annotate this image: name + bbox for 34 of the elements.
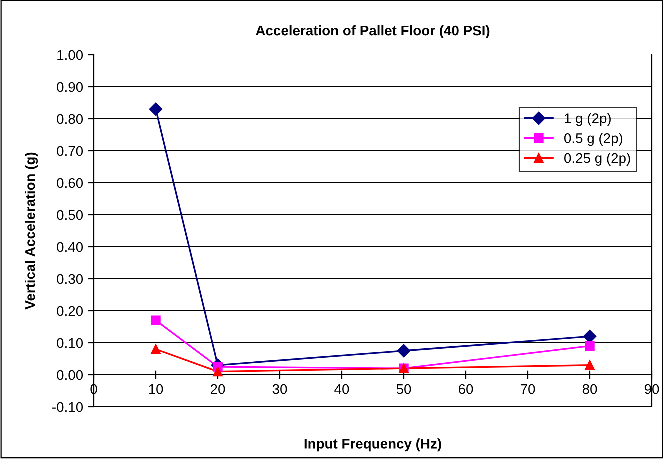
y-tick-label: -0.10 bbox=[52, 402, 84, 412]
x-tick-label: 70 bbox=[520, 384, 536, 394]
x-tick-label: 50 bbox=[396, 384, 412, 394]
x-axis-title: Input Frequency (Hz) bbox=[304, 438, 442, 452]
y-tick-label: 0.80 bbox=[57, 114, 84, 124]
point bbox=[213, 366, 223, 377]
x-tick-label: 30 bbox=[272, 384, 288, 394]
y-tick-label: 0.40 bbox=[57, 242, 84, 252]
point bbox=[397, 344, 411, 358]
point bbox=[151, 344, 161, 354]
x-tick-label: 20 bbox=[210, 384, 226, 394]
y-tick-label: 0.90 bbox=[57, 82, 84, 92]
x-tick-label: 60 bbox=[458, 384, 474, 394]
y-tick-label: 0.60 bbox=[57, 178, 84, 188]
legend-label: 0.5 g (2p) bbox=[564, 133, 623, 146]
chart-title: Acceleration of Pallet Floor (40 PSI) bbox=[256, 25, 490, 38]
y-tick-label: 0.50 bbox=[57, 210, 84, 220]
x-tick-label: 80 bbox=[582, 384, 598, 394]
y-tick-label: 0.20 bbox=[57, 306, 84, 316]
y-axis-title: Vertical Acceleration (g) bbox=[25, 152, 38, 310]
y-tick-label: 0.00 bbox=[57, 370, 84, 380]
point bbox=[585, 341, 595, 352]
y-tick-label: 0.30 bbox=[57, 274, 84, 284]
point bbox=[583, 330, 597, 344]
point bbox=[149, 102, 163, 116]
x-tick-label: 40 bbox=[334, 384, 350, 394]
legend-label: 0.25 g (2p) bbox=[564, 153, 630, 166]
y-tick-label: 1.00 bbox=[58, 50, 84, 60]
point bbox=[151, 316, 161, 326]
point bbox=[585, 360, 595, 370]
y-tick-label: 0.10 bbox=[57, 338, 84, 348]
y-tick-label: 0.70 bbox=[57, 146, 84, 156]
legend-label: 1 g (2p) bbox=[565, 113, 611, 126]
x-tick-label: 10 bbox=[149, 384, 164, 394]
